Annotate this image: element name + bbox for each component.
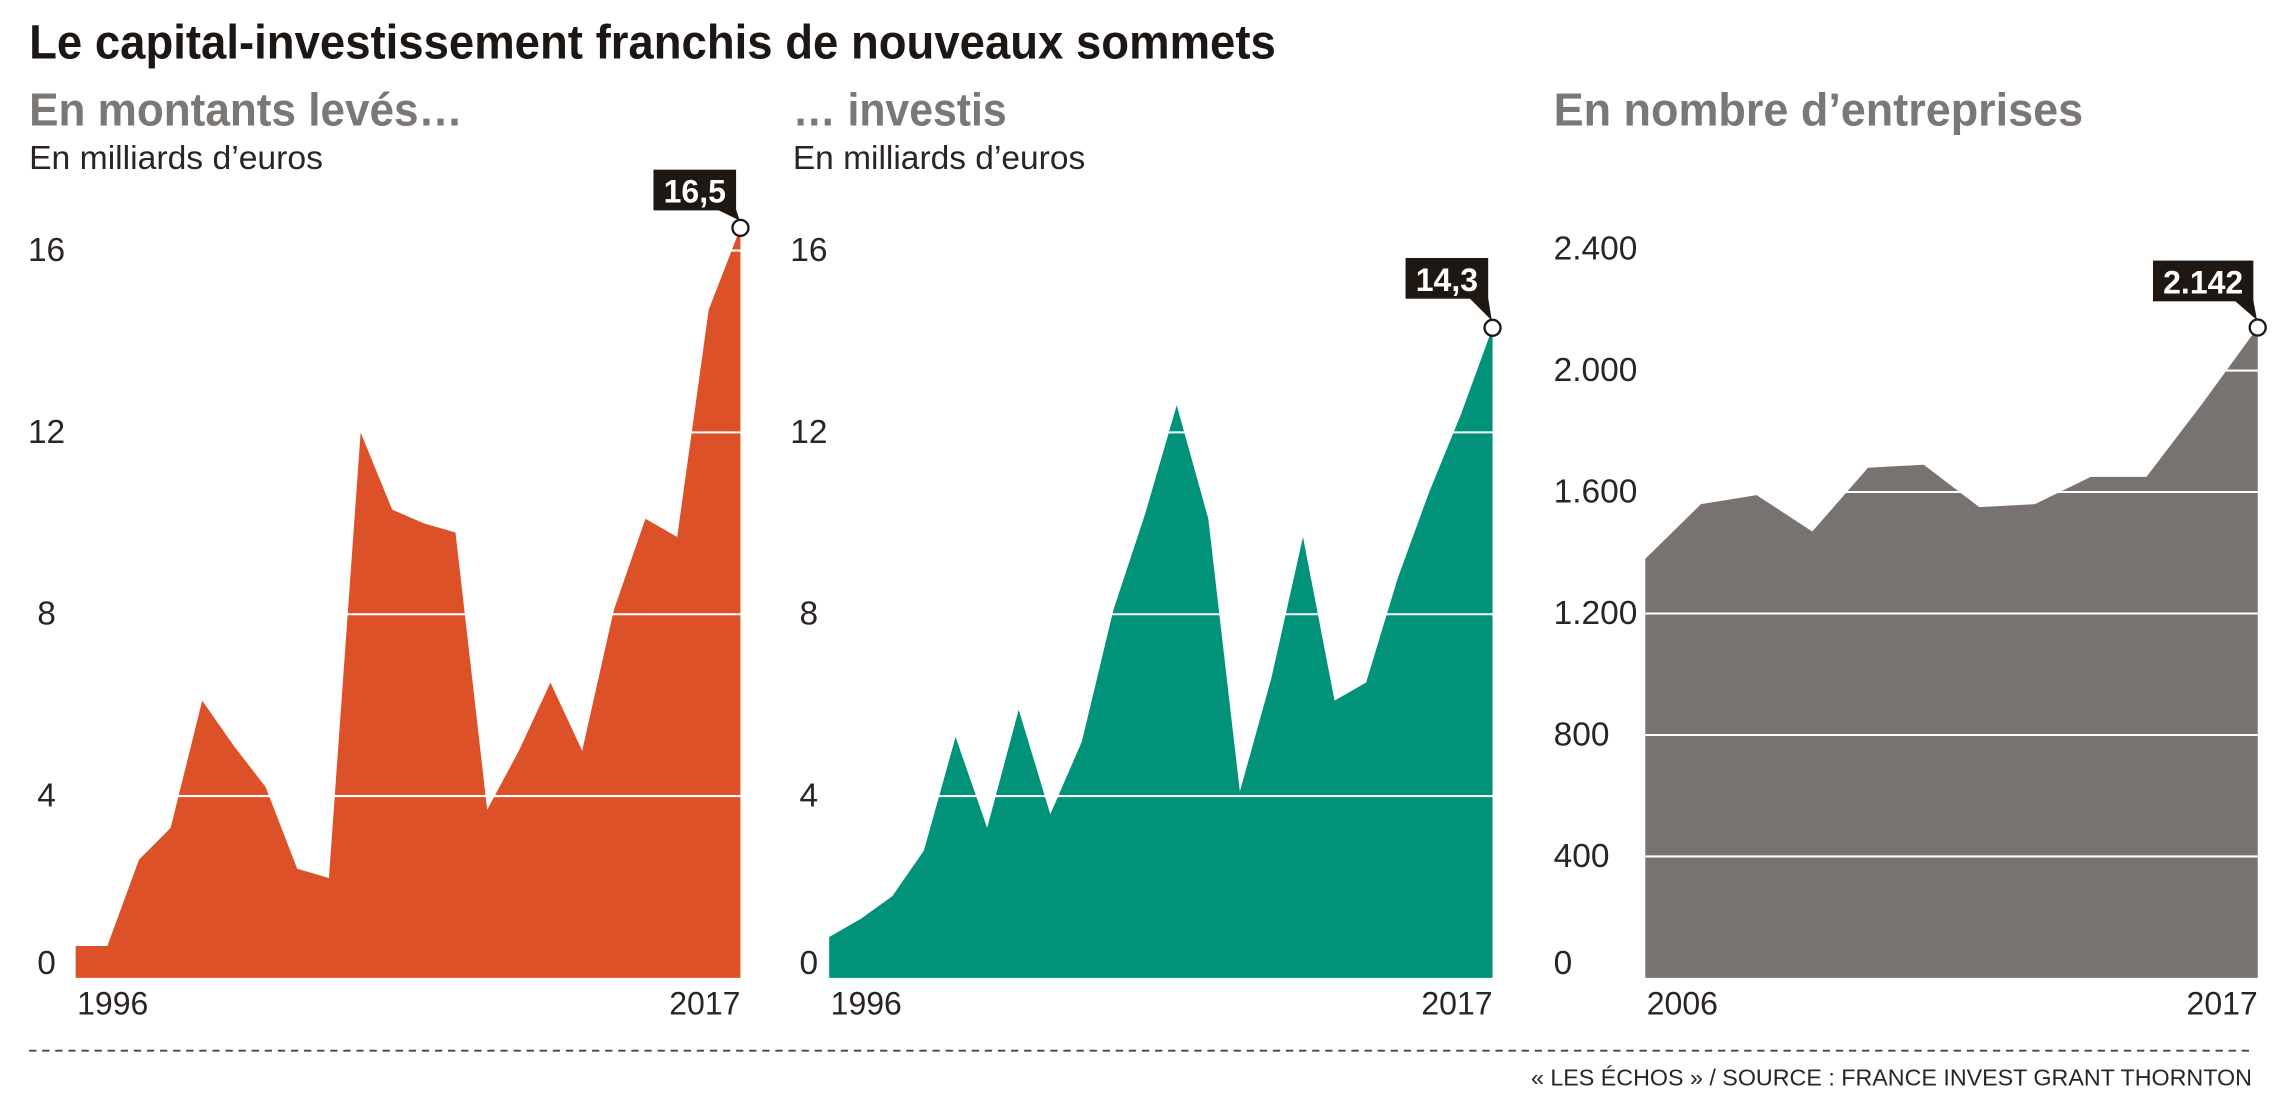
chart-1-unit-label: En milliards d’euros [29, 140, 323, 177]
chart-2-unit-label: En milliards d’euros [793, 140, 1085, 177]
x-tick-label: 2017 [2187, 985, 2258, 1021]
callout-pointer [1469, 298, 1492, 321]
x-tick-label: 1996 [831, 985, 902, 1021]
x-tick-label: 2017 [1421, 985, 1492, 1021]
y-tick-label: 8 [800, 596, 819, 633]
value-callout: 14,3 [1405, 257, 1492, 321]
callout-pointer [717, 209, 740, 221]
y-tick-label: 1.200 [1554, 595, 1638, 632]
callout-label: 16,5 [664, 173, 726, 209]
y-tick-label: 2.400 [1554, 231, 1638, 268]
callout-label: 2.142 [2163, 264, 2243, 300]
chart-2: 16 12 8 4 0 1996 2017 14,3 [790, 232, 1502, 1021]
area-series [75, 227, 741, 978]
callout-pointer [2234, 300, 2257, 321]
area-series [1645, 327, 2258, 978]
y-tick-label: 4 [37, 778, 56, 815]
chart-1: 16 12 8 4 0 1996 2017 16,5 [28, 169, 750, 1021]
source-note: « LES ÉCHOS » / SOURCE : FRANCE INVEST G… [1531, 1065, 2252, 1091]
charts-group: 16 12 8 4 0 1996 2017 16,5 16 12 8 4 0 1996 2017 14,3 2.… [28, 169, 2267, 1021]
y-tick-label: 8 [37, 596, 56, 633]
chart-3-heading: En nombre d’entreprises [1554, 83, 2084, 135]
y-tick-label: 12 [790, 414, 827, 451]
x-tick-label: 2017 [669, 985, 740, 1021]
x-tick-label: 1996 [77, 985, 148, 1021]
y-tick-label: 2.000 [1554, 352, 1638, 389]
y-tick-label: 800 [1554, 716, 1610, 753]
y-tick-label: 16 [790, 232, 827, 269]
y-tick-label: 0 [37, 945, 56, 982]
value-callout: 2.142 [2152, 260, 2257, 321]
page-title: Le capital-investissement franchis de no… [29, 17, 1276, 70]
y-tick-label: 400 [1554, 838, 1610, 875]
callout-box [2152, 260, 2254, 302]
chart-3: 2.400 2.000 1.600 1.200 800 400 0 2006 2017 2.142 [1554, 231, 2267, 1021]
chart-2-heading: … investis [793, 83, 1007, 135]
y-tick-label: 4 [800, 778, 819, 815]
highlight-point-marker [1483, 318, 1502, 337]
y-tick-label: 16 [28, 232, 65, 269]
x-tick-label: 2006 [1647, 985, 1718, 1021]
y-tick-label: 0 [800, 945, 819, 982]
callout-box [653, 169, 737, 211]
y-tick-label: 0 [1554, 945, 1573, 982]
chart-1-heading: En montants levés… [29, 83, 463, 135]
y-tick-label: 12 [28, 414, 65, 451]
callout-box [1405, 257, 1489, 299]
y-tick-label: 1.600 [1554, 474, 1638, 511]
value-callout: 16,5 [653, 169, 740, 221]
highlight-point-marker [2248, 318, 2267, 337]
callout-label: 14,3 [1416, 262, 1478, 298]
highlight-point-marker [731, 218, 750, 238]
area-series [829, 327, 1493, 978]
